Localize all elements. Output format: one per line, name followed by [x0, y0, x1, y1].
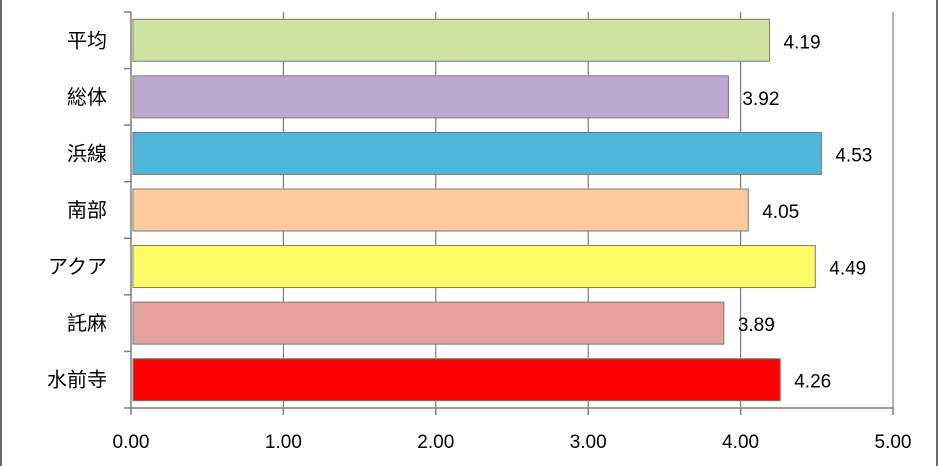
x-tick-label: 0.00	[113, 432, 150, 453]
category-label: 南部	[67, 198, 107, 222]
category-label: 託麻	[67, 311, 107, 335]
category-label: 平均	[67, 28, 107, 52]
x-tick-label: 1.00	[265, 432, 302, 453]
bar	[132, 131, 822, 175]
bar	[132, 301, 725, 345]
data-label: 4.49	[829, 259, 866, 280]
category-label: 総体	[67, 85, 107, 109]
bar	[132, 245, 816, 289]
bar	[132, 188, 749, 232]
x-tick-label: 3.00	[570, 432, 607, 453]
data-label: 3.92	[742, 89, 779, 110]
bar	[132, 18, 771, 62]
bars	[132, 18, 822, 402]
category-label: 水前寺	[47, 368, 107, 392]
data-label: 4.19	[784, 32, 821, 53]
category-label: 浜線	[67, 141, 107, 165]
data-label: 4.53	[835, 145, 872, 166]
data-label: 4.05	[762, 202, 799, 223]
category-label: アクア	[48, 255, 107, 279]
axes	[124, 11, 894, 415]
data-label: 3.89	[738, 315, 775, 336]
bar	[132, 358, 781, 402]
x-tick-label: 4.00	[722, 432, 759, 453]
x-tick-label: 5.00	[875, 432, 912, 453]
data-label: 4.26	[794, 372, 831, 393]
labels: 0.00 1.00 2.00 3.00 4.00 5.00 平均 4.19 総体 3.92 浜線 4.…	[47, 28, 911, 453]
bar	[132, 75, 729, 119]
x-tick-label: 2.00	[417, 432, 454, 453]
